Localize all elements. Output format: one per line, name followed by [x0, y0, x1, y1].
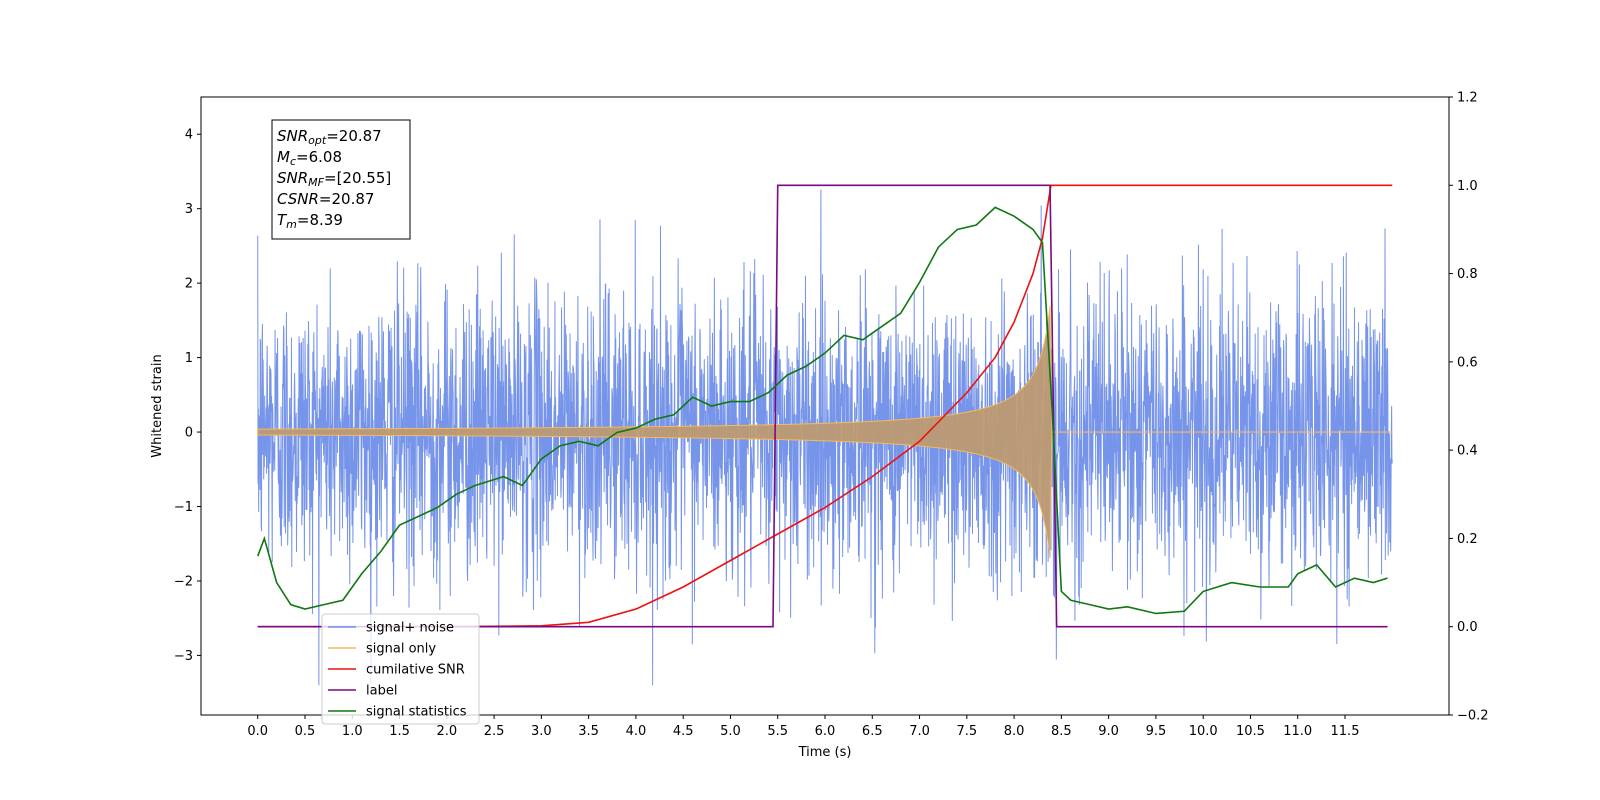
annotation-subscript: opt — [308, 134, 327, 147]
x-tick-label: 10.5 — [1236, 724, 1265, 739]
x-tick-label: 7.0 — [909, 724, 930, 739]
annotation-symbol: M — [277, 148, 290, 166]
series-signal-statistics — [256, 206, 1388, 615]
y-axis-left: −3 −2 −1 0 1 2 3 4 — [174, 128, 201, 664]
y-right-tick-label: 0.0 — [1457, 620, 1478, 635]
legend-entry: signal statistics — [366, 705, 467, 720]
x-tick-label: 9.5 — [1146, 724, 1167, 739]
y-right-tick-label: 0.4 — [1457, 444, 1478, 459]
annotation-symbol: T — [277, 211, 288, 229]
x-tick-label: 1.0 — [342, 724, 363, 739]
legend-entry: signal only — [366, 642, 436, 657]
y-right-tick-label: 0.6 — [1457, 355, 1478, 370]
annotation-line: CSNR=20.87 — [277, 190, 374, 208]
y-right-tick-label: 1.2 — [1457, 91, 1478, 106]
y-left-tick-label: −3 — [174, 649, 193, 664]
y-left-tick-label: −1 — [174, 500, 193, 515]
x-tick-label: 3.0 — [531, 724, 552, 739]
y-left-tick-label: 2 — [185, 277, 193, 292]
x-tick-label: 6.5 — [862, 724, 883, 739]
annotation-subscript: MF — [308, 176, 324, 189]
y-right-tick-label: −0.2 — [1457, 709, 1489, 724]
x-tick-label: 4.5 — [673, 724, 694, 739]
x-tick-label: 4.0 — [626, 724, 647, 739]
y-right-tick-label: 1.0 — [1457, 179, 1478, 194]
annotation-line: SNRMF=[20.55] — [277, 169, 391, 189]
y-left-tick-label: 3 — [185, 202, 193, 217]
y-axis-label: Whitened strain — [150, 354, 165, 457]
y-left-tick-label: 1 — [185, 351, 193, 366]
annotation-symbol: SNR — [277, 169, 308, 187]
legend-frame — [321, 613, 480, 725]
y-right-tick-label: 0.8 — [1457, 267, 1478, 282]
series-signal-noise — [257, 189, 1393, 686]
x-tick-label: 1.5 — [389, 724, 410, 739]
annotation-value: =20.87 — [319, 190, 375, 208]
plot-area — [256, 184, 1393, 686]
x-tick-label: 0.0 — [247, 724, 268, 739]
legend: signal+ noise signal only cumilative SNR la… — [321, 613, 480, 725]
snr-annotation-box: SNRopt=20.87Mc=6.08SNRMF=[20.55]CSNR=20.… — [271, 119, 411, 240]
annotation-symbol: SNR — [277, 127, 308, 145]
x-axis: 0.0 0.5 1.0 1.5 2.0 2.5 3.0 3.5 4.0 4.5 5.0 5.5 6.0 6… — [247, 715, 1359, 739]
x-tick-label: 5.5 — [767, 724, 788, 739]
y-left-tick-label: −2 — [174, 574, 193, 589]
annotation-value: =[20.55] — [324, 169, 391, 187]
y-left-tick-label: 4 — [185, 128, 193, 143]
annotation-subscript: c — [290, 155, 296, 168]
legend-entry: cumilative SNR — [366, 663, 465, 678]
annotation-value: =20.87 — [326, 127, 382, 145]
annotation-line: Tm=8.39 — [277, 211, 343, 231]
annotation-symbol: CSNR — [277, 190, 319, 208]
annotation-line: Mc=6.08 — [277, 148, 342, 168]
annotation-line: SNRopt=20.87 — [277, 127, 382, 147]
x-tick-label: 5.0 — [720, 724, 741, 739]
x-tick-label: 6.0 — [815, 724, 836, 739]
x-tick-label: 11.5 — [1331, 724, 1360, 739]
y-right-tick-label: 0.2 — [1457, 532, 1478, 547]
x-tick-label: 10.0 — [1189, 724, 1218, 739]
x-tick-label: 8.5 — [1051, 724, 1072, 739]
x-tick-label: 3.5 — [578, 724, 599, 739]
series-cumulative-snr — [257, 184, 1393, 628]
x-tick-label: 2.5 — [484, 724, 505, 739]
x-tick-label: 2.0 — [436, 724, 457, 739]
x-tick-label: 8.0 — [1004, 724, 1025, 739]
annotation-subscript: m — [286, 218, 297, 231]
x-axis-label: Time (s) — [798, 745, 852, 760]
series-label — [257, 184, 1388, 628]
x-tick-label: 7.5 — [956, 724, 977, 739]
y-axis-right: −0.2 0.0 0.2 0.4 0.6 0.8 1.0 1.2 — [1449, 91, 1489, 724]
legend-entry: label — [366, 684, 397, 699]
x-tick-label: 11.0 — [1283, 724, 1312, 739]
x-tick-label: 9.0 — [1098, 724, 1119, 739]
x-tick-label: 0.5 — [295, 724, 316, 739]
annotation-value: =6.08 — [296, 148, 342, 166]
y-left-tick-label: 0 — [185, 426, 193, 441]
legend-entry: signal+ noise — [366, 621, 454, 636]
annotation-value: =8.39 — [297, 211, 343, 229]
